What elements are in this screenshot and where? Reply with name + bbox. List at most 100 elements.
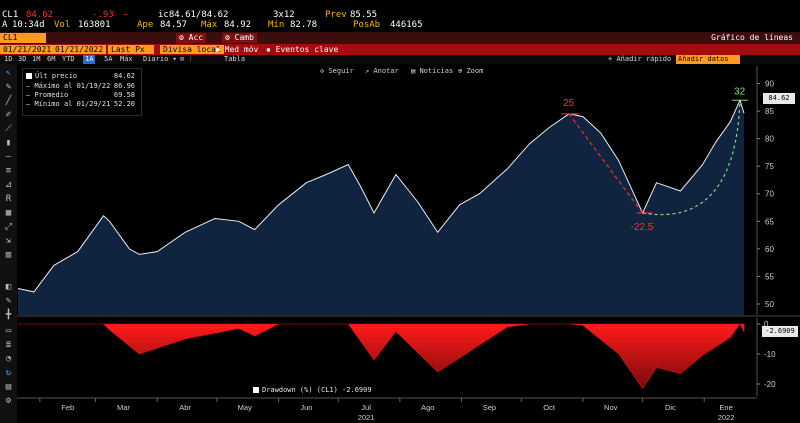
prev-value: 85.55	[350, 10, 378, 20]
camb-icon: ⚙	[225, 33, 230, 42]
follow-label: Seguir	[328, 67, 354, 75]
grid-icon[interactable]: ▦	[5, 208, 12, 218]
range-3d[interactable]: 3D	[18, 55, 27, 63]
camb-menu[interactable]: ⚙ Camb	[222, 33, 257, 43]
oi-label: PosAb	[353, 20, 381, 30]
drawdown-legend-label: Drawdown (%) (CL1) -2.6909	[262, 386, 372, 394]
range-5a[interactable]: 5A	[104, 55, 113, 63]
frequency-select[interactable]: Diario ▾	[143, 55, 177, 64]
range-max[interactable]: Máx	[120, 55, 133, 63]
brush-icon[interactable]: ✐	[5, 110, 12, 120]
trend-tool-icon[interactable]: ⤢	[4, 222, 13, 232]
high-value: 84.92	[224, 20, 252, 30]
crosshair-icon[interactable]: ╋	[5, 310, 12, 320]
peak-label: 25	[563, 98, 575, 109]
date-to[interactable]: 01/21/2022	[52, 45, 107, 54]
vol-label: Vol	[54, 20, 71, 30]
chart-type-icons[interactable]: ⊠ ⁞	[180, 55, 193, 63]
legend-swatch	[26, 73, 32, 79]
ray-tool-icon[interactable]: ⟋	[5, 124, 12, 134]
legend-row-last: Últ precio 84.62	[26, 72, 138, 81]
line-tool-icon[interactable]: ╱	[5, 96, 12, 106]
add-data-field[interactable]: Añadir datos	[676, 55, 740, 64]
chart-type-title: Gráfico de líneas	[711, 33, 793, 42]
marker-icon[interactable]: ▮	[5, 138, 12, 148]
hline-icon[interactable]: —	[5, 152, 12, 162]
legend-value: 86.96	[113, 82, 135, 90]
prev-label: Prev	[325, 10, 347, 20]
lock-icon[interactable]: ◧	[5, 282, 12, 292]
text-tool-icon[interactable]: R	[5, 194, 12, 204]
price-y-tick-label: 85	[765, 107, 774, 116]
trash-icon[interactable]: ▥	[5, 250, 12, 260]
acc-label: Acc	[188, 33, 204, 42]
sliders-icon[interactable]: ≣	[5, 340, 12, 350]
bid-ask: ic84.61/84.62	[158, 10, 229, 20]
moving-average-toggle[interactable]: ▪ Med móv	[212, 45, 261, 54]
pen-icon[interactable]: ✎	[5, 82, 12, 92]
drawdown-y-tick-label: -20	[764, 380, 776, 389]
stack-icon[interactable]: ▤	[5, 382, 12, 392]
key-events-toggle[interactable]: ▪ Eventos clave	[263, 45, 341, 54]
pointer-icon[interactable]: ↖	[5, 68, 12, 78]
vol-value: 163801	[78, 20, 111, 30]
settings-icon[interactable]: ⚙	[5, 396, 12, 406]
range-ytd[interactable]: YTD	[62, 55, 75, 63]
acc-menu[interactable]: ⚙ Acc	[176, 33, 207, 43]
drawdown-legend: Drawdown (%) (CL1) -2.6909	[250, 386, 375, 394]
table-button[interactable]: Tabla	[224, 55, 246, 63]
events-label: Eventos clave	[275, 45, 339, 54]
legend-prefix: –	[26, 82, 35, 90]
low-label: Mín	[268, 20, 285, 30]
legend-label: Máximo al 01/19/22	[34, 82, 111, 90]
low-value: 82.78	[290, 20, 318, 30]
acc-icon: ⚙	[179, 33, 184, 42]
legend-row-min: – Mínimo al 01/29/21 52.20	[26, 100, 138, 109]
range-1m[interactable]: 1M	[32, 55, 41, 63]
channel-icon[interactable]: ≡	[5, 166, 12, 176]
zoom-button[interactable]: ⊕ Zoom	[458, 67, 483, 75]
drawdown-y-tick-label: 0	[764, 320, 769, 329]
legend-value: 52.20	[113, 100, 135, 108]
price-y-tick-label: 55	[765, 272, 774, 281]
annotate-button[interactable]: ↗ Anotar	[365, 67, 399, 75]
measure-icon[interactable]: ✎	[5, 296, 12, 306]
price-area-fill	[18, 100, 744, 315]
range-6m[interactable]: 6M	[47, 55, 56, 63]
arrow-tool-icon[interactable]: ⇲	[5, 236, 12, 246]
camb-label: Camb	[234, 33, 254, 42]
range-1d[interactable]: 1D	[4, 55, 13, 63]
price-change: -.93	[92, 10, 114, 20]
year-label: 2021	[358, 413, 375, 422]
zoom-tool-icon[interactable]: ◔	[5, 354, 12, 364]
follow-button[interactable]: ✣ Seguir	[320, 67, 354, 75]
oi-value: 446165	[390, 20, 423, 30]
panel-icon[interactable]: ▭	[5, 326, 12, 336]
news-icon: ▤	[411, 67, 416, 75]
title-strip	[0, 0, 800, 10]
x-tick-label: Jun	[300, 403, 312, 412]
legend-label: Últ precio	[35, 72, 78, 80]
last-time: 10:34d	[12, 20, 45, 30]
currency-field[interactable]: Divisa local	[160, 45, 224, 54]
x-tick-label: Dic	[665, 403, 676, 412]
drawing-toolbar: ↖ ✎ ╱ ✐ ⟋ ▮ — ≡ ⊿ R ▦ ⤢ ⇲ ▥ ◧ ✎ ╋ ▭ ≣ ◔ …	[0, 64, 17, 423]
refresh-icon[interactable]: ↻	[5, 368, 12, 378]
date-from[interactable]: 01/21/2021	[0, 45, 55, 54]
price-y-tick-label: 65	[765, 217, 774, 226]
drawdown-panel[interactable]: -20 -10 0	[17, 315, 800, 398]
news-button[interactable]: ▤ Noticias	[411, 67, 453, 75]
ticker[interactable]: CL1	[2, 10, 19, 20]
x-tick-label: Feb	[61, 403, 74, 412]
price-panel[interactable]: 50 55 60 65 70 75 80 85 90	[17, 66, 774, 315]
price-field[interactable]: Last Px	[108, 45, 154, 54]
x-tick-label: Sep	[483, 403, 496, 412]
legend-row-avg: – Promedio 69.58	[26, 91, 138, 100]
range-1a[interactable]: 1A	[83, 55, 96, 64]
x-tick-label: Abr	[179, 403, 191, 412]
drawdown-area	[18, 323, 745, 390]
fib-icon[interactable]: ⊿	[4, 180, 13, 190]
frequency-label: Diario	[143, 55, 169, 63]
legend-row-max: – Máximo al 01/19/22 86.96	[26, 82, 138, 91]
